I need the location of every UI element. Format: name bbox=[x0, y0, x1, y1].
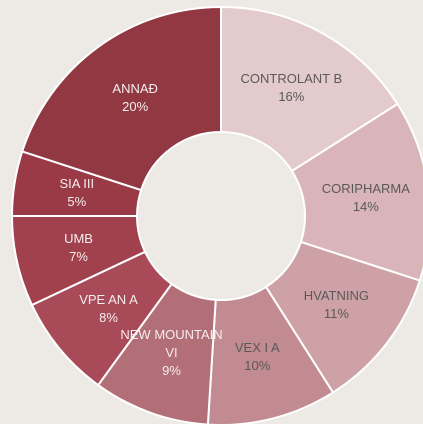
category-name: VPE AN A bbox=[79, 292, 138, 308]
value-label: 7% bbox=[69, 248, 88, 264]
slice bbox=[220, 5, 399, 173]
slice bbox=[290, 102, 423, 282]
slice-label: NEW MOUNTAIN VI 9% bbox=[116, 326, 228, 380]
category-name: CONTROLANT B bbox=[240, 71, 343, 87]
value-label: 9% bbox=[162, 363, 181, 379]
value-label: 5% bbox=[67, 194, 87, 210]
slice-label: SIA III 5% bbox=[21, 175, 133, 211]
value-label: 16% bbox=[278, 89, 305, 105]
value-label: 20% bbox=[122, 98, 149, 114]
slice-label: ANNAÐ 20% bbox=[79, 80, 191, 116]
slice-label: UMB 7% bbox=[23, 230, 135, 266]
slice-label: HVATNING 11% bbox=[280, 287, 392, 323]
category-name: NEW MOUNTAIN VI bbox=[120, 327, 223, 361]
slice bbox=[206, 285, 335, 424]
slice-label: CORIPHARMA 14% bbox=[310, 180, 422, 216]
category-name: UMB bbox=[64, 230, 93, 246]
value-label: 10% bbox=[244, 358, 271, 374]
value-label: 14% bbox=[352, 198, 379, 214]
slice-label: VEX I A 10% bbox=[201, 339, 313, 375]
slice-label: VPE AN A 8% bbox=[53, 291, 165, 327]
category-name: CORIPHARMA bbox=[321, 180, 410, 196]
category-name: HVATNING bbox=[303, 288, 369, 304]
category-name: SIA III bbox=[59, 176, 95, 192]
slice-label: CONTROLANT B 16% bbox=[235, 70, 347, 106]
value-label: 8% bbox=[99, 310, 118, 326]
category-name: ANNAÐ bbox=[112, 80, 158, 96]
slice bbox=[20, 5, 222, 192]
value-label: 11% bbox=[323, 306, 349, 322]
category-name: VEX I A bbox=[234, 340, 280, 356]
